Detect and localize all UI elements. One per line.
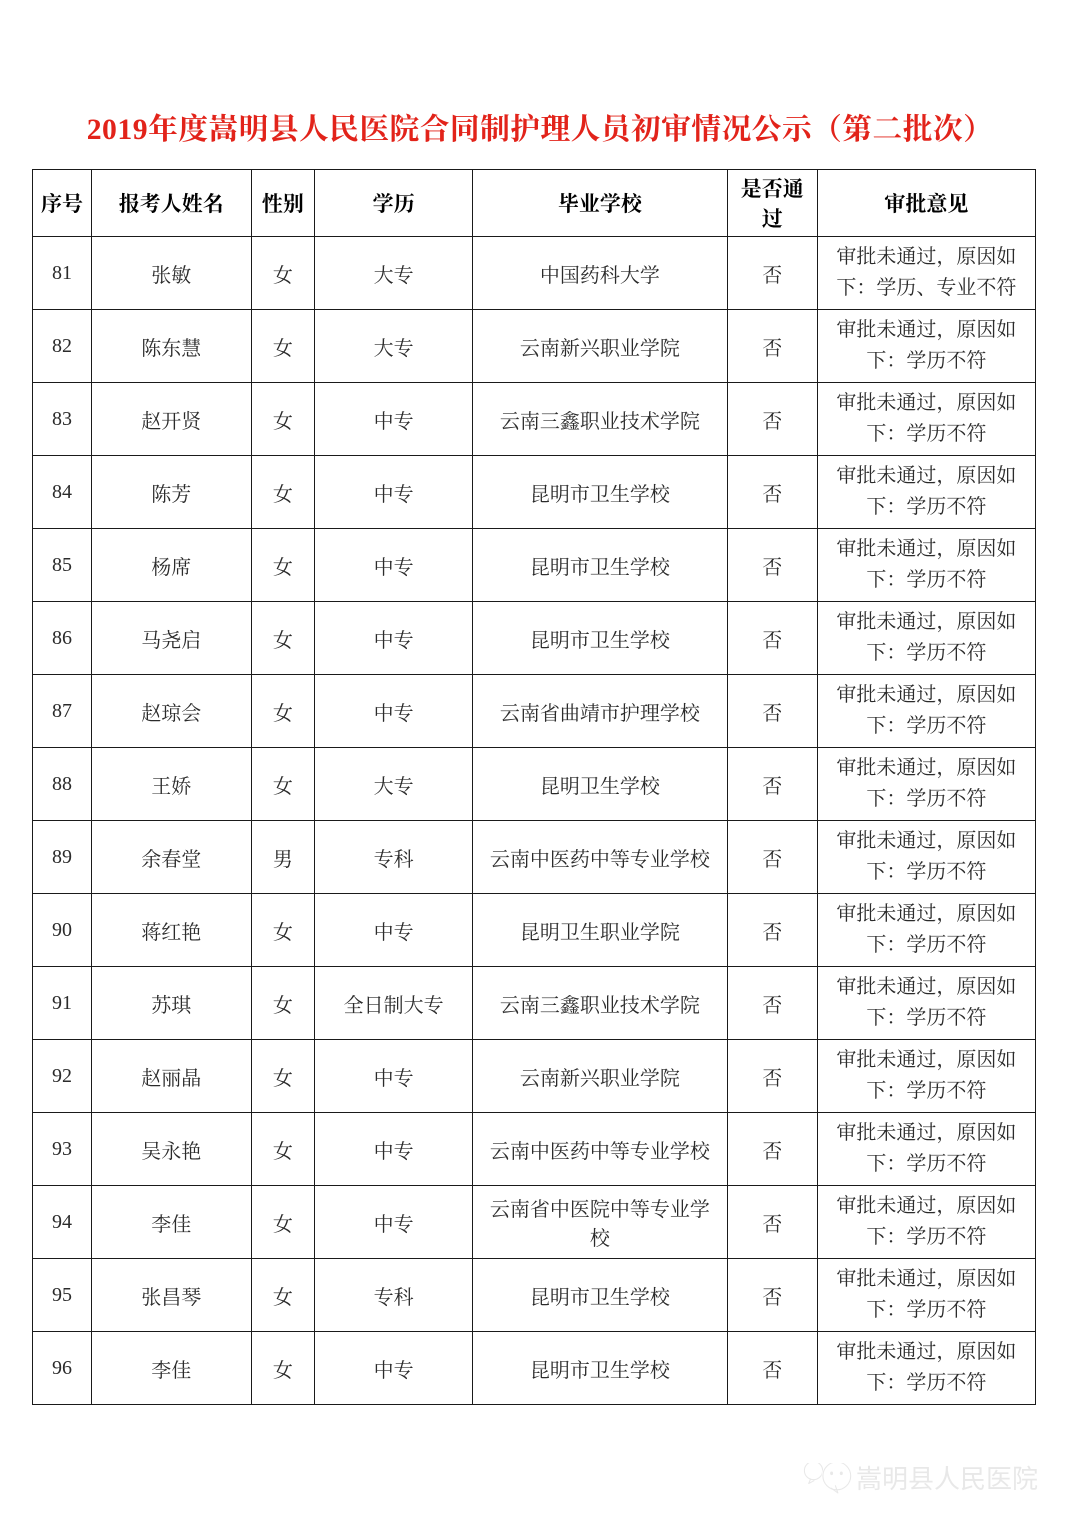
svg-text:嵩明县人民医院: 嵩明县人民医院 [856,1464,1038,1494]
